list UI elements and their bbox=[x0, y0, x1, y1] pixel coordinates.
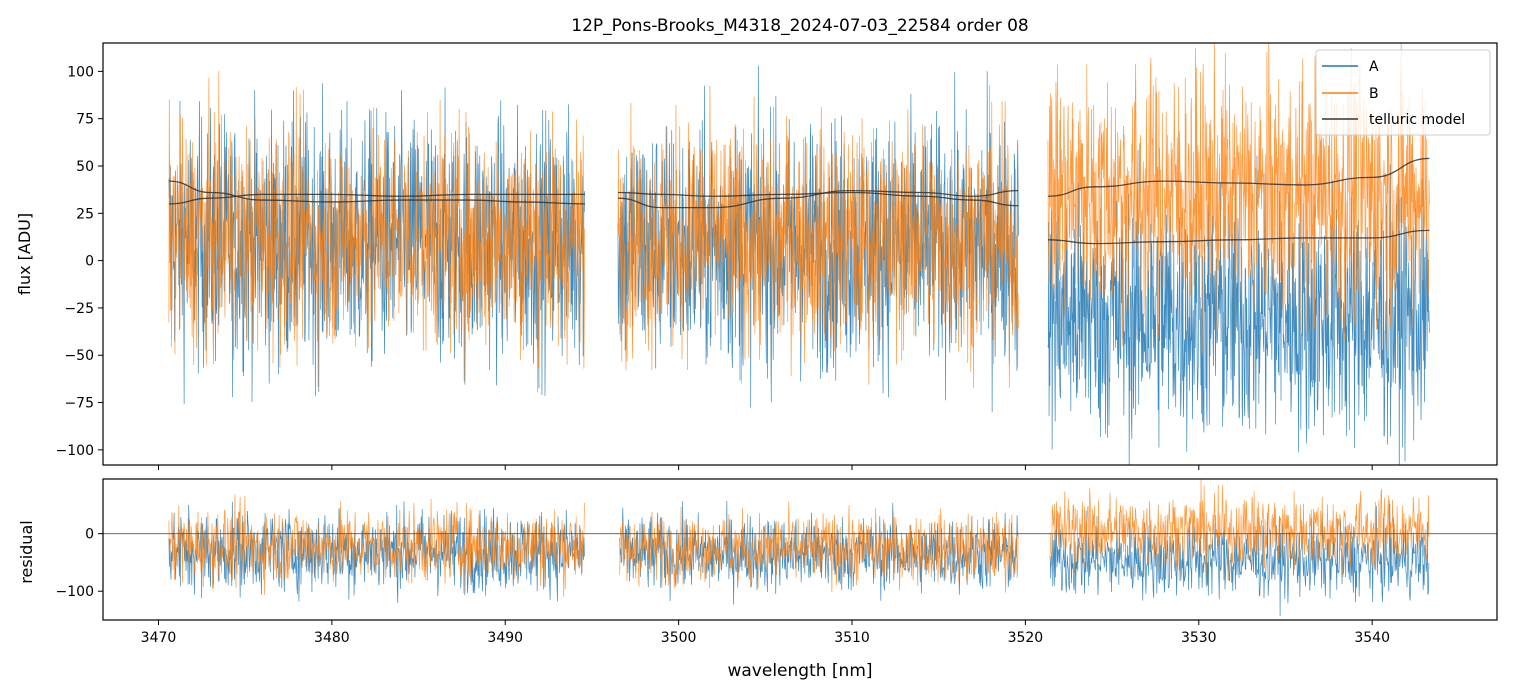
flux-series-a-segment-0 bbox=[168, 83, 586, 404]
residual-xtick-label: 3480 bbox=[314, 630, 350, 646]
flux-plot-area bbox=[168, 43, 1430, 465]
flux-ytick-label: −50 bbox=[64, 348, 94, 364]
flux-ytick-label: 75 bbox=[76, 112, 94, 128]
residual-xtick-label: 3490 bbox=[487, 630, 523, 646]
telluric-model-curve-2 bbox=[617, 191, 1019, 207]
legend-label-a: A bbox=[1369, 59, 1379, 75]
residual-series-b-segment-0 bbox=[168, 494, 585, 597]
residual-y-ticks: −100 0 bbox=[56, 527, 103, 600]
flux-ytick-label: 100 bbox=[67, 64, 94, 80]
telluric-model-curve-0 bbox=[168, 180, 586, 205]
flux-series-b-segment-0 bbox=[168, 71, 586, 393]
flux-series-a-segment-2 bbox=[1047, 149, 1430, 465]
x-axis-label: wavelength [nm] bbox=[727, 661, 872, 681]
telluric-model-curve-3 bbox=[617, 189, 1019, 209]
telluric-model-curve-5 bbox=[1047, 229, 1430, 245]
legend-label-telluric: telluric model bbox=[1369, 112, 1465, 128]
flux-axes-frame bbox=[102, 42, 1498, 466]
residual-y-label: residual bbox=[17, 520, 36, 583]
telluric-model-curve-4 bbox=[1047, 157, 1430, 197]
legend: A B telluric model bbox=[1315, 49, 1491, 136]
flux-y-ticks: −100 −75 −50 −25 0 25 50 75 100 bbox=[56, 64, 103, 459]
telluric-model-curve-1 bbox=[168, 193, 586, 205]
residual-xtick-label: 3510 bbox=[834, 630, 870, 646]
residual-ytick-label: 0 bbox=[85, 527, 94, 543]
legend-box bbox=[1315, 49, 1491, 136]
flux-panel: −100 −75 −50 −25 0 25 50 75 100 flux [ADU] A B t… bbox=[15, 42, 1498, 470]
flux-ytick-label: 0 bbox=[85, 254, 94, 270]
residual-xtick-label: 3500 bbox=[661, 630, 697, 646]
residual-xtick-label: 3540 bbox=[1354, 630, 1390, 646]
residual-series-b-segment-2 bbox=[1049, 479, 1430, 581]
flux-ytick-label: 25 bbox=[76, 206, 94, 222]
residual-series-b-segment-1 bbox=[619, 501, 1019, 593]
flux-ytick-label: 50 bbox=[76, 159, 94, 175]
residual-xtick-label: 3530 bbox=[1181, 630, 1217, 646]
chart-title: 12P_Pons-Brooks_M4318_2024-07-03_22584 o… bbox=[571, 16, 1028, 36]
residual-x-ticks: 3470 3480 3490 3500 3510 3520 3530 3540 bbox=[141, 620, 1390, 646]
flux-ytick-label: −100 bbox=[56, 443, 94, 459]
flux-y-label: flux [ADU] bbox=[15, 213, 34, 295]
residual-xtick-label: 3470 bbox=[141, 630, 177, 646]
legend-label-b: B bbox=[1369, 86, 1379, 102]
flux-series-b-segment-2 bbox=[1047, 43, 1430, 356]
residual-panel: −100 0 3470 3480 3490 3500 3510 3520 3530 3540 r… bbox=[17, 478, 1498, 681]
flux-series-b-segment-1 bbox=[617, 85, 1019, 388]
flux-ytick-label: −25 bbox=[64, 301, 94, 317]
residual-axes-frame bbox=[102, 478, 1498, 621]
flux-x-ticks bbox=[157, 465, 1373, 470]
residual-xtick-label: 3520 bbox=[1008, 630, 1044, 646]
flux-ytick-label: −75 bbox=[64, 396, 94, 412]
residual-plot-area bbox=[103, 479, 1497, 616]
residual-ytick-label: −100 bbox=[56, 584, 94, 600]
